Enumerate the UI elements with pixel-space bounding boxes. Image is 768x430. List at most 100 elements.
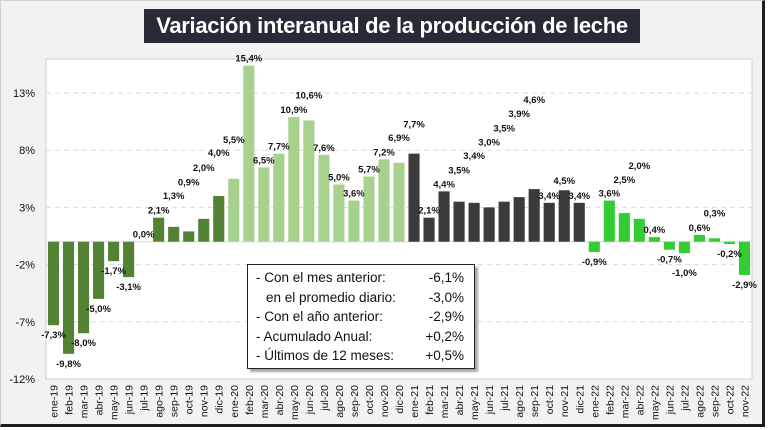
data-label: 10,6% [295,90,322,101]
x-tick-label: feb-22 [604,385,616,415]
summary-value: -2,9% [428,309,464,325]
bar-feb-21 [423,217,435,242]
y-tick-label: 3% [19,202,35,214]
data-label: 0,3% [704,208,726,219]
bar-nov-22 [738,241,751,275]
data-label: -0,9% [582,257,607,268]
x-tick-label: sep-22 [709,385,721,417]
summary-row-year: - Con el año anterior: -2,9% [256,307,474,327]
summary-label: - Acumulado Anual: [256,328,373,344]
bar-sep-22 [708,238,721,242]
x-tick-label: sep-19 [169,385,181,417]
x-tick-label: oct-19 [184,385,196,414]
bar-mar-19 [77,241,90,334]
bar-oct-22 [723,241,736,245]
summary-label: - Con el año anterior: [256,309,383,325]
data-label: 7,2% [373,147,395,158]
summary-row-accumulated: - Acumulado Anual: +0,2% [256,327,474,347]
bar-sep-21 [528,189,540,242]
data-label: -3,1% [116,282,141,293]
bar-jul-21 [498,201,510,242]
x-tick-label: abr-22 [634,385,646,416]
data-label: -0,2% [717,249,742,260]
summary-row-month: - Con el mes anterior: -6,1% [256,268,474,288]
x-tick-label: may-19 [109,385,121,420]
bar-ago-22 [693,234,705,242]
x-tick-label: mar-21 [439,385,451,418]
x-tick-label: dic-20 [394,385,406,414]
bar-jul-20 [318,154,330,242]
x-tick-label: abr-20 [274,385,286,416]
summary-value: -6,1% [428,270,464,286]
data-label: -0,7% [657,255,682,266]
data-label: 7,6% [313,143,335,154]
x-tick-label: jun-21 [484,385,496,415]
x-tick-label: jul-20 [319,385,331,412]
summary-label: - Con el mes anterior: [256,270,386,286]
data-label: 3,4% [538,191,560,202]
bar-dic-20 [393,162,405,242]
data-label: 2,1% [418,206,440,217]
data-label: 3,5% [448,166,470,177]
x-tick-label: oct-22 [724,385,736,414]
bar-may-22 [648,237,660,242]
x-tick-label: abr-19 [94,385,106,416]
data-label: 0,9% [178,177,200,188]
x-tick-label: may-22 [649,385,661,420]
x-tick-label: ago-21 [514,385,526,418]
bar-nov-19 [198,218,210,242]
data-label: 3,5% [493,124,515,135]
x-tick-label: may-21 [469,385,481,420]
bar-feb-19 [62,241,75,354]
data-label: 1,3% [163,191,185,202]
summary-label: - Últimos de 12 meses: [256,348,395,364]
bar-jun-19 [123,241,135,278]
summary-row-daily: en el promedio diario: -3,0% [256,288,474,308]
data-label: 4,4% [433,179,455,190]
x-tick-label: nov-22 [739,385,751,417]
data-label: 4,5% [553,176,575,187]
x-tick-label: ago-22 [694,385,706,418]
data-label: 4,0% [208,148,230,159]
x-tick-label: mar-20 [259,385,271,418]
x-tick-label: ene-20 [229,385,241,418]
x-tick-label: oct-21 [544,385,556,414]
x-tick-label: may-20 [289,385,301,420]
x-tick-label: feb-20 [244,385,256,415]
data-label: -1,0% [672,268,697,279]
data-label: 2,0% [193,163,215,174]
data-label: 2,0% [629,161,651,172]
bar-may-19 [108,241,120,262]
data-label: 3,0% [478,137,500,148]
y-tick-label: 13% [13,88,35,100]
data-label: -7,3% [41,330,66,341]
data-label: 7,7% [268,142,290,153]
x-tick-label: jun-22 [664,385,676,415]
x-tick-label: jul-22 [679,385,691,412]
bar-jun-21 [483,207,495,242]
bar-oct-19 [183,231,195,242]
x-tick-label: jul-21 [499,385,511,412]
data-label: 7,7% [403,120,425,131]
x-axis: ene-19 feb-19 mar-19 abr-19 may-19 jun-19 jul-… [49,385,752,420]
bar-may-21 [468,202,480,242]
data-label: -2,9% [732,280,757,291]
x-tick-label: mar-19 [79,385,91,418]
data-label: 2,5% [613,175,635,186]
bar-abr-20 [273,153,285,242]
data-label: 5,5% [223,135,245,146]
bar-jun-22 [663,241,675,250]
data-label: 6,5% [253,155,275,166]
data-label: 6,9% [388,133,410,144]
x-tick-label: sep-21 [529,385,541,417]
data-label: 4,6% [523,95,545,106]
summary-row-12-months: - Últimos de 12 meses: +0,5% [256,346,474,366]
y-tick-label: 8% [19,145,35,157]
bar-may-20 [288,117,300,242]
x-tick-label: jul-19 [139,385,151,412]
bar-jun-20 [303,120,315,242]
bar-ene-20 [228,178,240,242]
bar-mar-20 [258,167,270,242]
summary-value: +0,2% [425,328,464,344]
data-label: 0,0% [133,230,155,241]
